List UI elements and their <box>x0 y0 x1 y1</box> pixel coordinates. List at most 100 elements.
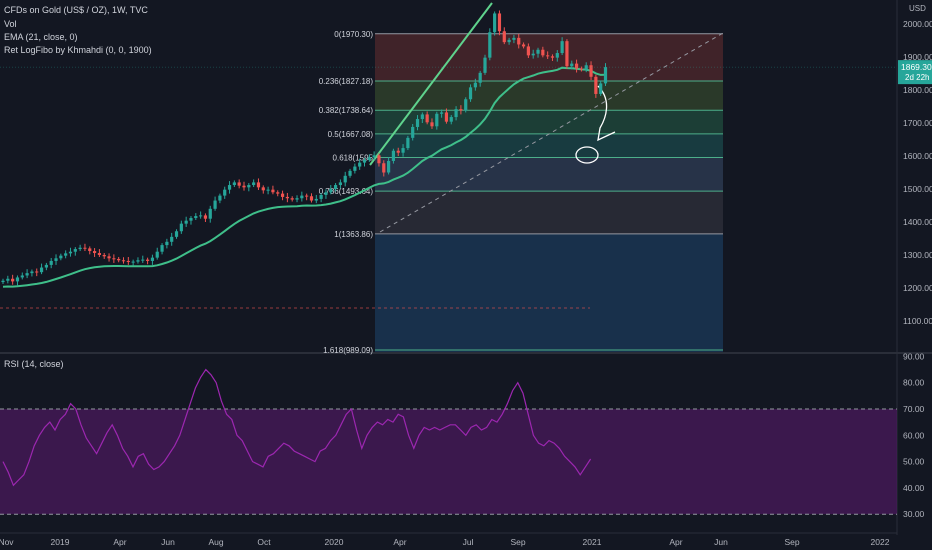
ema-line <box>2 66 606 288</box>
time-tick-label: 2022 <box>871 537 890 547</box>
time-tick-label: Apr <box>393 537 406 547</box>
candle <box>546 55 550 57</box>
candle <box>324 192 328 195</box>
candle <box>493 13 497 33</box>
fib-level-label: 0(1970.30) <box>334 30 373 39</box>
candle <box>300 195 304 199</box>
candle <box>285 196 289 199</box>
fib-level-label: 0.618(1595 <box>333 153 374 162</box>
candle <box>449 117 453 122</box>
candle <box>396 150 400 153</box>
fib-zone <box>375 157 723 192</box>
candle <box>290 198 294 200</box>
candle <box>603 67 608 84</box>
candle <box>430 122 434 127</box>
candle <box>25 273 29 276</box>
price-tick-label: 1500.00 <box>903 184 932 194</box>
candle <box>174 231 179 237</box>
time-tick-label: Jun <box>714 537 728 547</box>
ema-legend[interactable]: EMA (21, close, 0) <box>4 32 78 42</box>
fib-zone <box>375 81 723 111</box>
candle <box>415 119 420 127</box>
candle <box>256 182 261 188</box>
candle <box>68 251 73 254</box>
time-tick-label: Aug <box>208 537 223 547</box>
candle <box>136 260 140 262</box>
rsi-line <box>2 368 592 487</box>
ellipse-drawing <box>575 146 599 164</box>
candle <box>131 261 135 263</box>
time-tick-label: 2019 <box>51 537 70 547</box>
candle <box>160 245 164 252</box>
candle <box>20 275 24 278</box>
candle <box>150 257 155 261</box>
candle <box>599 83 603 94</box>
time-tick-label: Jul <box>463 537 474 547</box>
price-tick-label: 1200.00 <box>903 283 932 293</box>
candle <box>382 163 386 173</box>
candle <box>550 56 555 58</box>
candle <box>555 53 559 58</box>
time-tick-label: Apr <box>113 537 126 547</box>
fib-level-label: 1.618(989.09) <box>323 346 373 355</box>
candle <box>83 247 87 249</box>
rsi-tick-label: 90.00 <box>903 351 925 361</box>
candle <box>420 114 424 120</box>
time-tick-label: Sep <box>784 537 799 547</box>
candle <box>570 63 574 67</box>
fib-level-label: 0.786(1493.64) <box>319 187 374 196</box>
candle <box>141 259 145 261</box>
time-tick-label: Jun <box>161 537 175 547</box>
candle <box>237 182 241 186</box>
candle <box>387 160 391 173</box>
volume-legend[interactable]: Vol <box>4 19 17 29</box>
candle <box>64 253 68 256</box>
candle <box>488 32 492 58</box>
candle <box>213 200 217 209</box>
candle <box>454 109 458 118</box>
candle <box>507 39 511 43</box>
candle <box>406 137 410 149</box>
candle <box>6 278 10 281</box>
candle <box>541 49 545 56</box>
candle <box>319 194 323 199</box>
candle <box>309 196 314 201</box>
candle <box>372 155 376 158</box>
rsi-legend[interactable]: RSI (14, close) <box>4 359 64 369</box>
candle <box>232 182 236 186</box>
trendline <box>369 2 493 166</box>
price-tick-label: 1900.00 <box>903 52 932 62</box>
candle <box>305 195 309 197</box>
fib-legend[interactable]: Ret LogFibo by Khmahdi (0, 0, 1900) <box>4 45 152 55</box>
last-price-value: 1869.30 <box>901 62 932 72</box>
fib-level-label: 0.382(1738.64) <box>319 106 374 115</box>
candle <box>49 260 53 265</box>
candle <box>35 271 39 273</box>
candle <box>112 258 116 260</box>
candle <box>15 277 20 282</box>
candle <box>512 37 516 40</box>
candle <box>227 185 232 190</box>
candle <box>483 57 487 73</box>
candle <box>353 166 357 171</box>
candle <box>194 216 198 219</box>
candle <box>107 256 111 259</box>
candle <box>314 198 318 201</box>
fib-zone <box>375 110 723 134</box>
candle <box>411 126 415 138</box>
rsi-tick-label: 70.00 <box>903 404 925 414</box>
rsi-band <box>0 409 897 515</box>
candle <box>362 159 367 163</box>
symbol-title[interactable]: CFDs on Gold (US$ / OZ), 1W, TVC <box>4 5 148 15</box>
candle <box>170 236 174 242</box>
candle <box>594 76 598 94</box>
candle <box>440 112 444 114</box>
candle <box>348 170 352 176</box>
candle <box>459 109 463 111</box>
arrow-drawing <box>597 85 616 142</box>
candle <box>266 189 270 191</box>
candle <box>117 258 121 261</box>
candle <box>102 255 106 257</box>
price-tick-label: 1800.00 <box>903 85 932 95</box>
